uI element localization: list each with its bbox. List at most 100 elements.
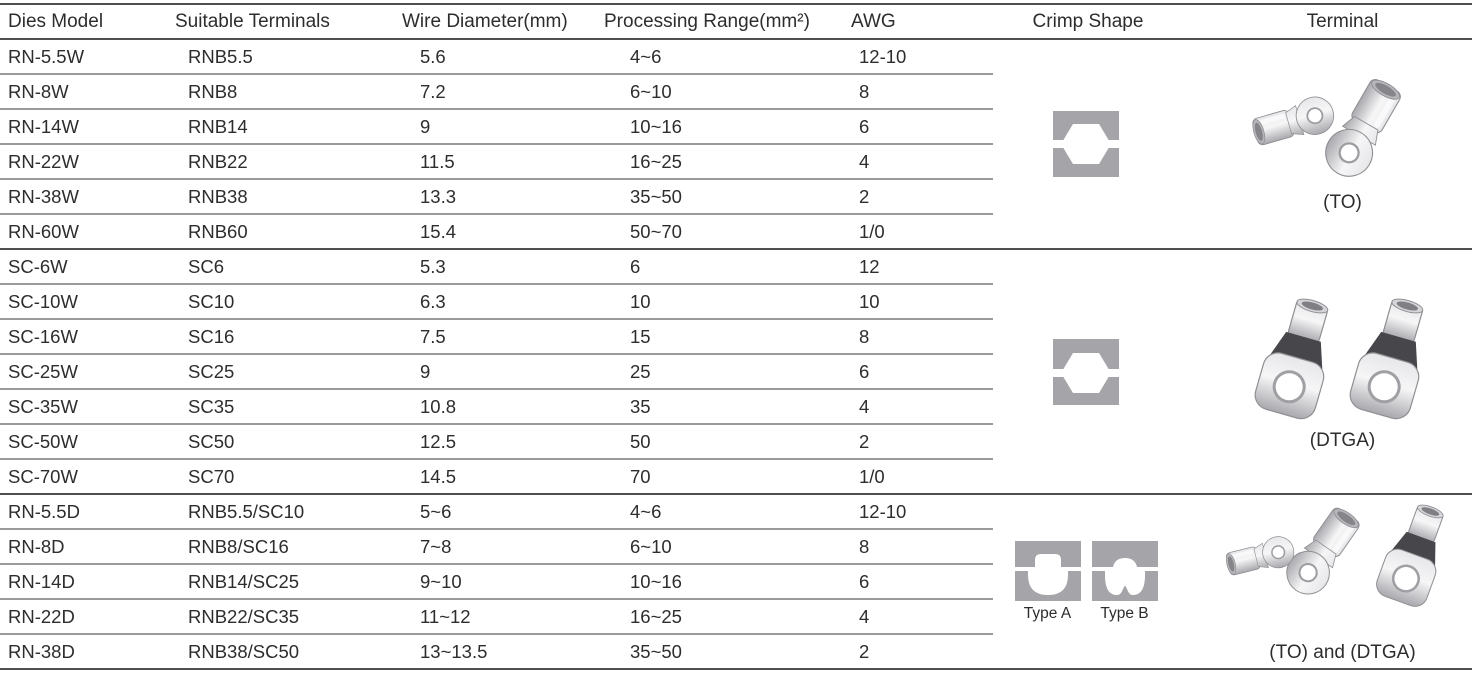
awg-cell: 2 (845, 179, 993, 215)
processing-range-cell: 35 (600, 389, 845, 425)
dies-model-cell: RN-8D (0, 529, 175, 565)
processing-range-cell: 16~25 (600, 144, 845, 180)
table-row: RN-22W RNB22 11.5 16~25 4 (0, 144, 1472, 180)
processing-range-cell: 70 (600, 459, 845, 495)
wire-diameter-cell: 15.4 (400, 214, 600, 250)
processing-range-cell: 4~6 (600, 39, 845, 75)
table-row: RN-5.5D RNB5.5/SC10 5~6 4~6 12-10 (0, 494, 1472, 670)
wire-diameter-cell: 7.5 (400, 319, 600, 355)
wire-diameter-cell: 13~13.5 (400, 634, 600, 670)
awg-cell: 8 (845, 74, 993, 110)
dies-model-cell: SC-10W (0, 284, 175, 320)
wire-diameter-cell: 9 (400, 354, 600, 390)
wire-diameter-cell: 14.5 (400, 459, 600, 495)
dies-model-cell: SC-6W (0, 249, 175, 285)
processing-range-cell: 4~6 (600, 494, 845, 530)
processing-range-cell: 10~16 (600, 564, 845, 600)
table-row: SC-50W SC50 12.5 50 2 (0, 424, 1472, 460)
suitable-terminals-cell: RNB38/SC50 (175, 634, 400, 670)
wire-diameter-cell: 5.3 (400, 249, 600, 285)
header-dies-model: Dies Model (0, 3, 175, 40)
wire-diameter-cell: 5.6 (400, 39, 600, 75)
suitable-terminals-cell: SC35 (175, 389, 400, 425)
suitable-terminals-cell: SC10 (175, 284, 400, 320)
dies-model-cell: RN-8W (0, 74, 175, 110)
table-row: SC-25W SC25 9 25 6 (0, 354, 1472, 390)
awg-cell: 6 (845, 564, 993, 600)
wire-diameter-cell: 9 (400, 109, 600, 145)
dies-model-cell: RN-14W (0, 109, 175, 145)
dies-model-cell: SC-25W (0, 354, 175, 390)
table-row: RN-22D RNB22/SC35 11~12 16~25 4 (0, 599, 1472, 635)
header-terminal: Terminal (1213, 3, 1472, 40)
table-row: SC-35W SC35 10.8 35 4 (0, 389, 1472, 425)
header-suitable-terminals: Suitable Terminals (175, 3, 400, 40)
wire-diameter-cell: 10.8 (400, 389, 600, 425)
table-row: SC-10W SC10 6.3 10 10 (0, 284, 1472, 320)
processing-range-cell: 16~25 (600, 599, 845, 635)
table-row: RN-14D RNB14/SC25 9~10 10~16 6 (0, 564, 1472, 600)
awg-cell: 4 (845, 389, 993, 425)
awg-cell: 12 (845, 249, 993, 285)
awg-cell: 12-10 (845, 39, 993, 75)
awg-cell: 4 (845, 599, 993, 635)
dies-spec-table: Dies Model Suitable Terminals Wire Diame… (0, 3, 1472, 670)
processing-range-cell: 50~70 (600, 214, 845, 250)
dies-model-cell: SC-35W (0, 389, 175, 425)
terminal-cell: (TO) and (DTGA) (1213, 494, 1472, 670)
wire-diameter-cell: 7~8 (400, 529, 600, 565)
wire-diameter-cell: 6.3 (400, 284, 600, 320)
dtga-tube-terminals-image (1249, 291, 1440, 424)
dies-model-cell: RN-38D (0, 634, 175, 670)
awg-cell: 4 (845, 144, 993, 180)
to-and-dtga-terminals-image (1225, 499, 1459, 611)
header-row: Dies Model Suitable Terminals Wire Diame… (0, 3, 1472, 40)
wire-diameter-cell: 7.2 (400, 74, 600, 110)
type-a-label: Type A (1023, 604, 1072, 622)
wire-diameter-cell: 13.3 (400, 179, 600, 215)
dies-model-cell: RN-22D (0, 599, 175, 635)
wire-diameter-cell: 12.5 (400, 424, 600, 460)
processing-range-cell: 25 (600, 354, 845, 390)
header-wire-diameter: Wire Diameter(mm) (400, 3, 600, 40)
dies-model-cell: SC-16W (0, 319, 175, 355)
dies-model-cell: RN-22W (0, 144, 175, 180)
processing-range-cell: 6~10 (600, 74, 845, 110)
wire-diameter-cell: 11~12 (400, 599, 600, 635)
suitable-terminals-cell: RNB5.5 (175, 39, 400, 75)
indent-die-type-b-icon (1091, 540, 1158, 601)
wire-diameter-cell: 11.5 (400, 144, 600, 180)
suitable-terminals-cell: RNB38 (175, 179, 400, 215)
awg-cell: 6 (845, 354, 993, 390)
awg-cell: 8 (845, 529, 993, 565)
table-row: RN-8D RNB8/SC16 7~8 6~10 8 (0, 529, 1472, 565)
dies-model-cell: RN-5.5D (0, 494, 175, 530)
suitable-terminals-cell: RNB5.5/SC10 (175, 494, 400, 530)
suitable-terminals-cell: SC25 (175, 354, 400, 390)
processing-range-cell: 6~10 (600, 529, 845, 565)
terminal-cell: (TO) (1213, 39, 1472, 250)
table-row: RN-5.5W RNB5.5 5.6 4~6 12-10 (0, 39, 1472, 250)
terminal-type-label: (TO) and (DTGA) (1269, 641, 1416, 663)
dies-model-cell: SC-50W (0, 424, 175, 460)
suitable-terminals-cell: SC70 (175, 459, 400, 495)
type-b-label: Type B (1100, 604, 1149, 622)
terminal-cell: (DTGA) (1213, 249, 1472, 495)
dies-model-cell: SC-70W (0, 459, 175, 495)
crimp-shape-cell (993, 249, 1213, 495)
suitable-terminals-cell: RNB8/SC16 (175, 529, 400, 565)
suitable-terminals-cell: RNB22/SC35 (175, 599, 400, 635)
processing-range-cell: 50 (600, 424, 845, 460)
dies-model-cell: RN-14D (0, 564, 175, 600)
suitable-terminals-cell: SC16 (175, 319, 400, 355)
table-row: SC-70W SC70 14.5 70 1/0 (0, 459, 1472, 495)
awg-cell: 2 (845, 634, 993, 670)
hex-crimp-die-icon (1053, 111, 1119, 177)
dies-model-cell: RN-60W (0, 214, 175, 250)
awg-cell: 1/0 (845, 459, 993, 495)
header-awg: AWG (845, 3, 993, 40)
processing-range-cell: 10 (600, 284, 845, 320)
suitable-terminals-cell: RNB22 (175, 144, 400, 180)
table-row: SC-16W SC16 7.5 15 8 (0, 319, 1472, 355)
